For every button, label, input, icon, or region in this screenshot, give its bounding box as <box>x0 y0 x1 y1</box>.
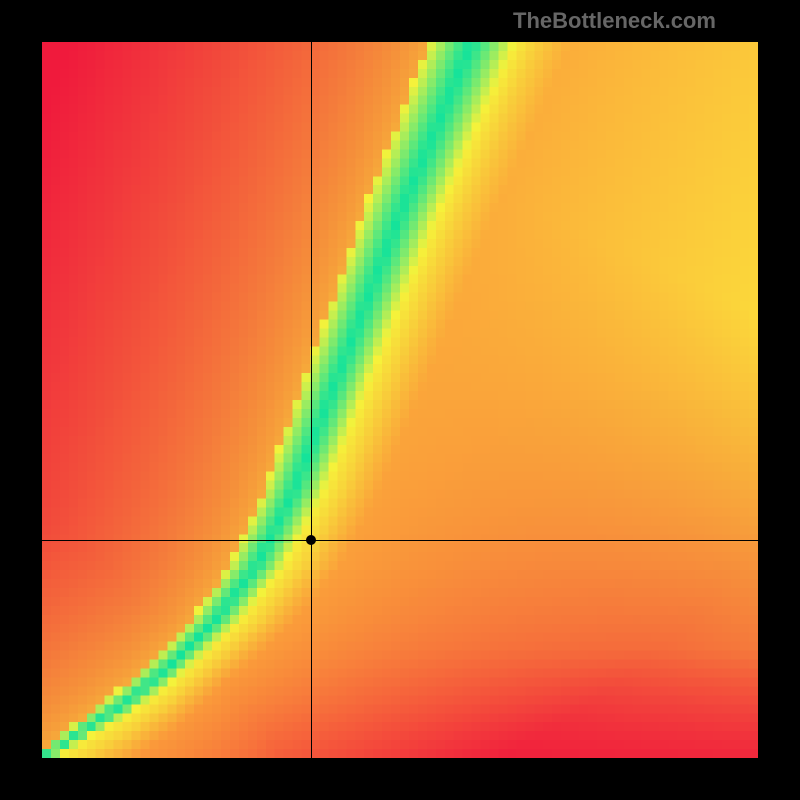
data-point-marker <box>306 535 316 545</box>
crosshair-vertical <box>311 42 312 758</box>
bottleneck-heatmap <box>42 42 758 758</box>
watermark-text: TheBottleneck.com <box>513 8 716 34</box>
crosshair-horizontal <box>42 540 758 541</box>
chart-container: TheBottleneck.com <box>0 0 800 800</box>
